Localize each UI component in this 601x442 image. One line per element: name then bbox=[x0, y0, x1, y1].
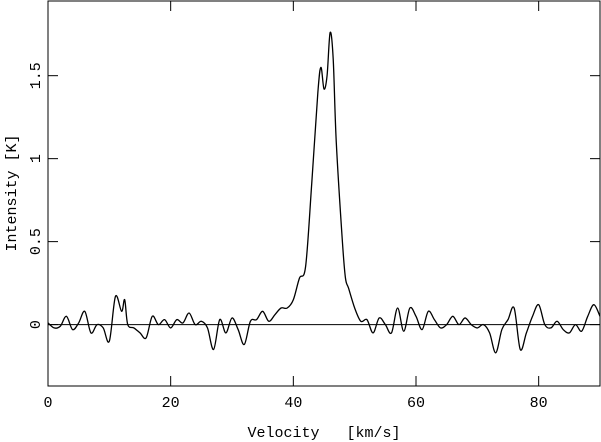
x-tick-label: 40 bbox=[284, 395, 302, 412]
y-tick-label: 0.5 bbox=[28, 228, 45, 255]
x-axis-label: Velocity [km/s] bbox=[247, 425, 400, 442]
y-tick-label: 1.5 bbox=[28, 62, 45, 89]
spectrum-line bbox=[47, 31, 601, 354]
y-tick-label: 0 bbox=[28, 320, 45, 329]
y-axis-label: Intensity [K] bbox=[4, 134, 21, 251]
x-tick-label: 0 bbox=[43, 395, 52, 412]
plot-frame bbox=[47, 0, 601, 387]
x-tick-label: 60 bbox=[407, 395, 425, 412]
x-tick-label: 20 bbox=[162, 395, 180, 412]
x-tick-label: 80 bbox=[530, 395, 548, 412]
y-tick-label: 1 bbox=[28, 154, 45, 163]
